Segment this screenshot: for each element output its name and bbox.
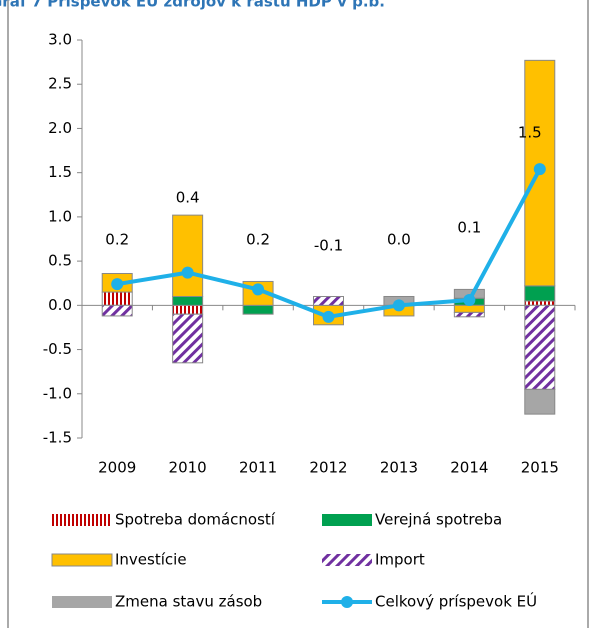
y-tick-label: -1.5 bbox=[43, 429, 72, 447]
bar-segment bbox=[172, 304, 204, 315]
legend-dot bbox=[341, 596, 353, 608]
bar-segment bbox=[453, 304, 485, 313]
bar-segment bbox=[172, 214, 204, 297]
total-point bbox=[463, 294, 476, 307]
y-tick-label: 1.5 bbox=[48, 163, 72, 181]
x-tick-label: 2009 bbox=[98, 459, 136, 477]
y-tick-label: -1.0 bbox=[43, 384, 72, 402]
total-point bbox=[392, 299, 405, 312]
bar-segment bbox=[172, 295, 204, 306]
legend-swatch bbox=[52, 596, 112, 608]
legend-swatch bbox=[322, 514, 372, 526]
bar-segment bbox=[524, 300, 556, 306]
bar-segment bbox=[524, 285, 556, 302]
y-tick-label: 2.0 bbox=[48, 119, 72, 137]
value-label: 1.5 bbox=[518, 124, 542, 142]
total-point bbox=[322, 310, 335, 323]
legend-label: Zmena stavu zásob bbox=[115, 593, 262, 611]
bar-segment bbox=[453, 311, 485, 318]
legend-label: Investície bbox=[115, 551, 187, 569]
bar-segment bbox=[172, 313, 204, 364]
value-label: -0.1 bbox=[314, 237, 343, 255]
total-point bbox=[252, 283, 265, 296]
legend-label: Import bbox=[375, 551, 425, 569]
y-tick-label: 0.5 bbox=[48, 252, 72, 270]
bar-segment bbox=[524, 388, 556, 415]
value-label: 0.1 bbox=[457, 219, 481, 237]
y-tick-label: 3.0 bbox=[48, 31, 72, 49]
legend-label: Spotreba domácností bbox=[115, 511, 276, 529]
chart-title: Graf 7 Príspevok EÚ zdrojov k rastu HDP … bbox=[0, 0, 385, 11]
bar-segment bbox=[101, 304, 133, 317]
legend-swatch bbox=[322, 554, 372, 566]
legend-swatch bbox=[52, 514, 112, 526]
value-label: 0.0 bbox=[387, 231, 411, 249]
x-tick-label: 2012 bbox=[309, 459, 347, 477]
x-tick-label: 2014 bbox=[450, 459, 488, 477]
x-tick-label: 2011 bbox=[239, 459, 277, 477]
value-label: 0.2 bbox=[246, 231, 270, 249]
y-tick-label: 2.5 bbox=[48, 75, 72, 93]
legend-swatch bbox=[51, 553, 113, 567]
x-tick-label: 2010 bbox=[169, 459, 207, 477]
bar-segment bbox=[524, 304, 556, 390]
legend-label: Verejná spotreba bbox=[375, 511, 502, 529]
value-label: 0.2 bbox=[105, 231, 129, 249]
x-tick-label: 2013 bbox=[380, 459, 418, 477]
total-point bbox=[533, 163, 546, 176]
bar-segment bbox=[313, 295, 344, 306]
frame bbox=[7, 0, 589, 628]
legend-label: Celkový príspevok EÚ bbox=[375, 592, 537, 611]
bar-segment bbox=[101, 291, 133, 306]
bar-segment bbox=[242, 304, 274, 315]
x-tick-label: 2015 bbox=[521, 459, 559, 477]
y-tick-label: -0.5 bbox=[43, 340, 72, 358]
y-tick-label: 1.0 bbox=[48, 207, 72, 225]
value-label: 0.4 bbox=[176, 189, 200, 207]
y-tick-label: 0.0 bbox=[48, 296, 72, 314]
total-point bbox=[181, 266, 194, 279]
total-point bbox=[111, 278, 124, 291]
